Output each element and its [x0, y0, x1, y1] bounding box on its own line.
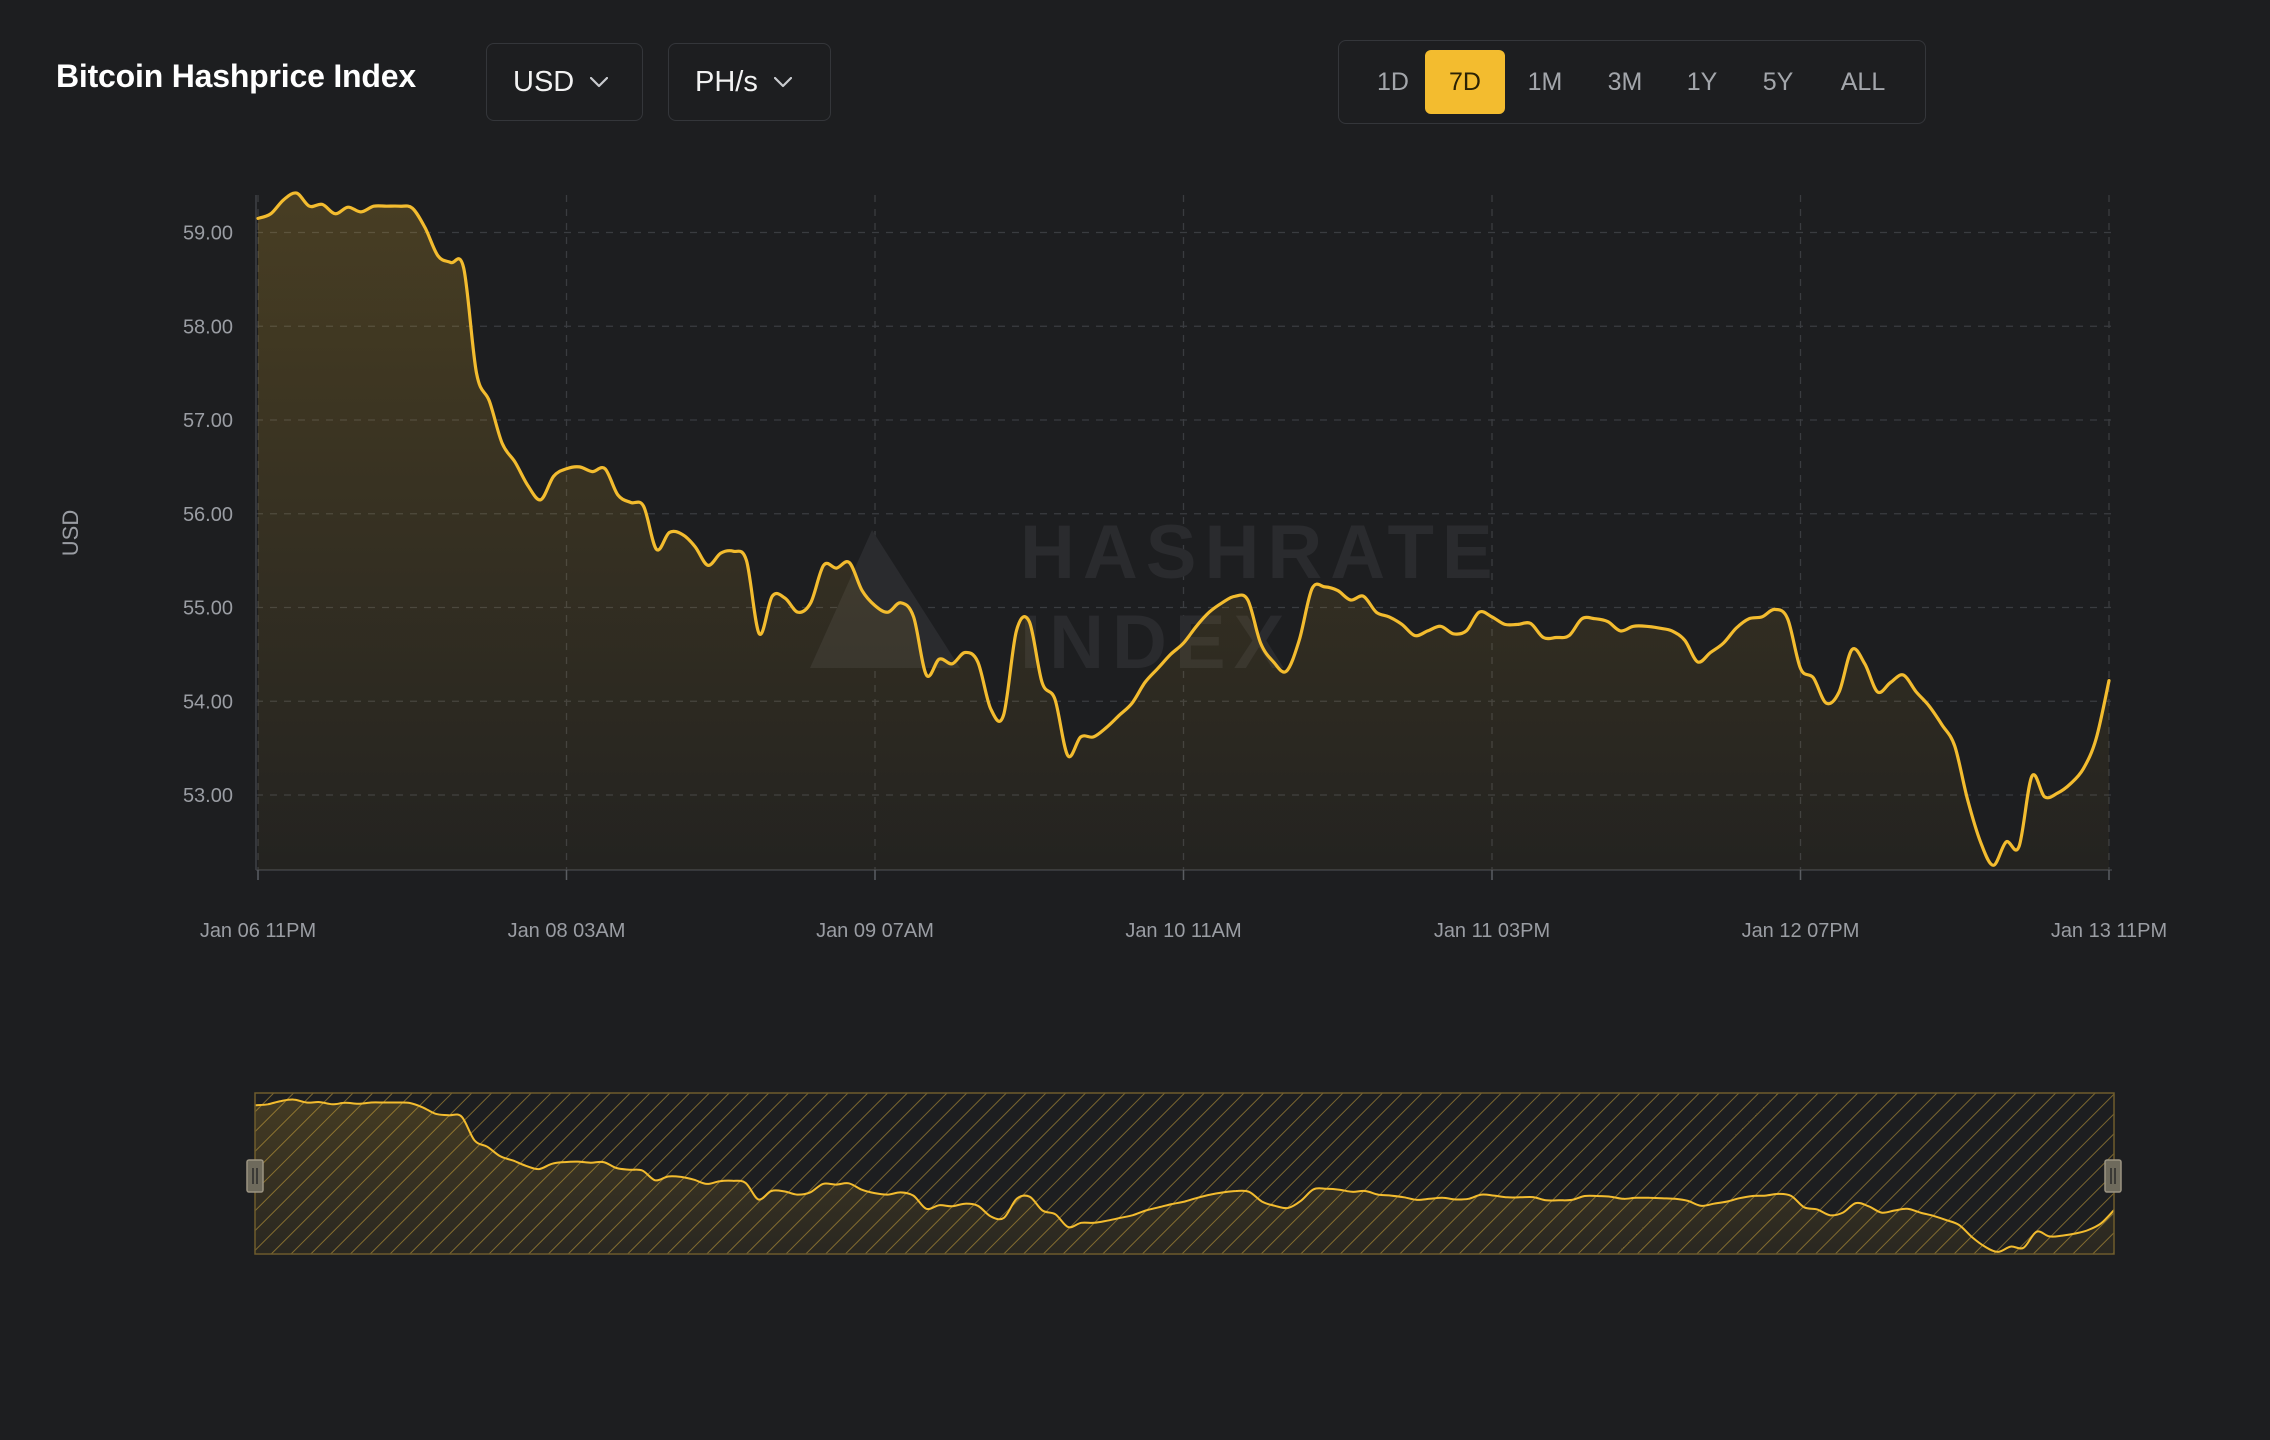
currency-select[interactable]: USD	[486, 43, 643, 121]
y-tick-label: 54.00	[183, 691, 233, 713]
navigator-line	[254, 1098, 2115, 1253]
x-tick-label: Jan 11 03PM	[1434, 920, 1550, 942]
navigator-area	[255, 1099, 2114, 1253]
x-tick-label: Jan 09 07AM	[816, 920, 934, 942]
y-tick-label: 58.00	[183, 316, 233, 338]
series-area	[258, 192, 2109, 871]
y-tick-label: 57.00	[183, 410, 233, 432]
x-tick-label: Jan 12 07PM	[1742, 920, 1860, 942]
range-button-all[interactable]: ALL	[1840, 67, 1886, 96]
x-tick-label: Jan 13 11PM	[2051, 920, 2167, 942]
page-title: Bitcoin Hashprice Index	[56, 58, 416, 94]
hashrate-index-watermark: HASHRATE INDEX	[810, 510, 1501, 685]
y-tick-label: 56.00	[183, 504, 233, 526]
range-button-5y[interactable]: 5Y	[1762, 67, 1794, 96]
unit-select-value: PH/s	[695, 65, 758, 98]
watermark-text-line1: HASHRATE	[1020, 510, 1501, 595]
range-button-1m[interactable]: 1M	[1527, 67, 1563, 96]
navigator-handle-right[interactable]	[2104, 1159, 2122, 1193]
x-tick-label: Jan 06 11PM	[200, 920, 316, 942]
range-button-1y[interactable]: 1Y	[1686, 67, 1718, 96]
series-line	[256, 191, 2111, 867]
range-button-3m[interactable]: 3M	[1607, 67, 1643, 96]
y-tick-label: 53.00	[183, 785, 233, 807]
chevron-down-icon	[590, 76, 609, 87]
range-button-1d[interactable]: 1D	[1377, 67, 1409, 96]
y-axis-label: USD	[58, 510, 83, 556]
x-tick-label: Jan 10 11AM	[1125, 920, 1241, 942]
chevron-down-icon	[773, 76, 792, 87]
y-tick-label: 55.00	[183, 598, 233, 620]
y-axis-ticks: 53.00 54.00 55.00 56.00 57.00 58.00 59.00	[183, 223, 233, 808]
x-tick-label: Jan 08 03AM	[508, 920, 626, 942]
currency-select-value: USD	[513, 65, 575, 98]
range-button-7d[interactable]: 7D	[1425, 50, 1505, 114]
y-tick-label: 59.00	[183, 223, 233, 245]
x-axis-ticks: Jan 06 11PM Jan 08 03AM Jan 09 07AM Jan 10 …	[200, 870, 2167, 942]
time-range-selector: 1D 7D 1M 3M 1Y 5Y ALL	[1338, 40, 1926, 124]
unit-select[interactable]: PH/s	[668, 43, 831, 121]
navigator-handle-left[interactable]	[246, 1159, 264, 1193]
range-navigator[interactable]	[246, 1092, 2122, 1255]
